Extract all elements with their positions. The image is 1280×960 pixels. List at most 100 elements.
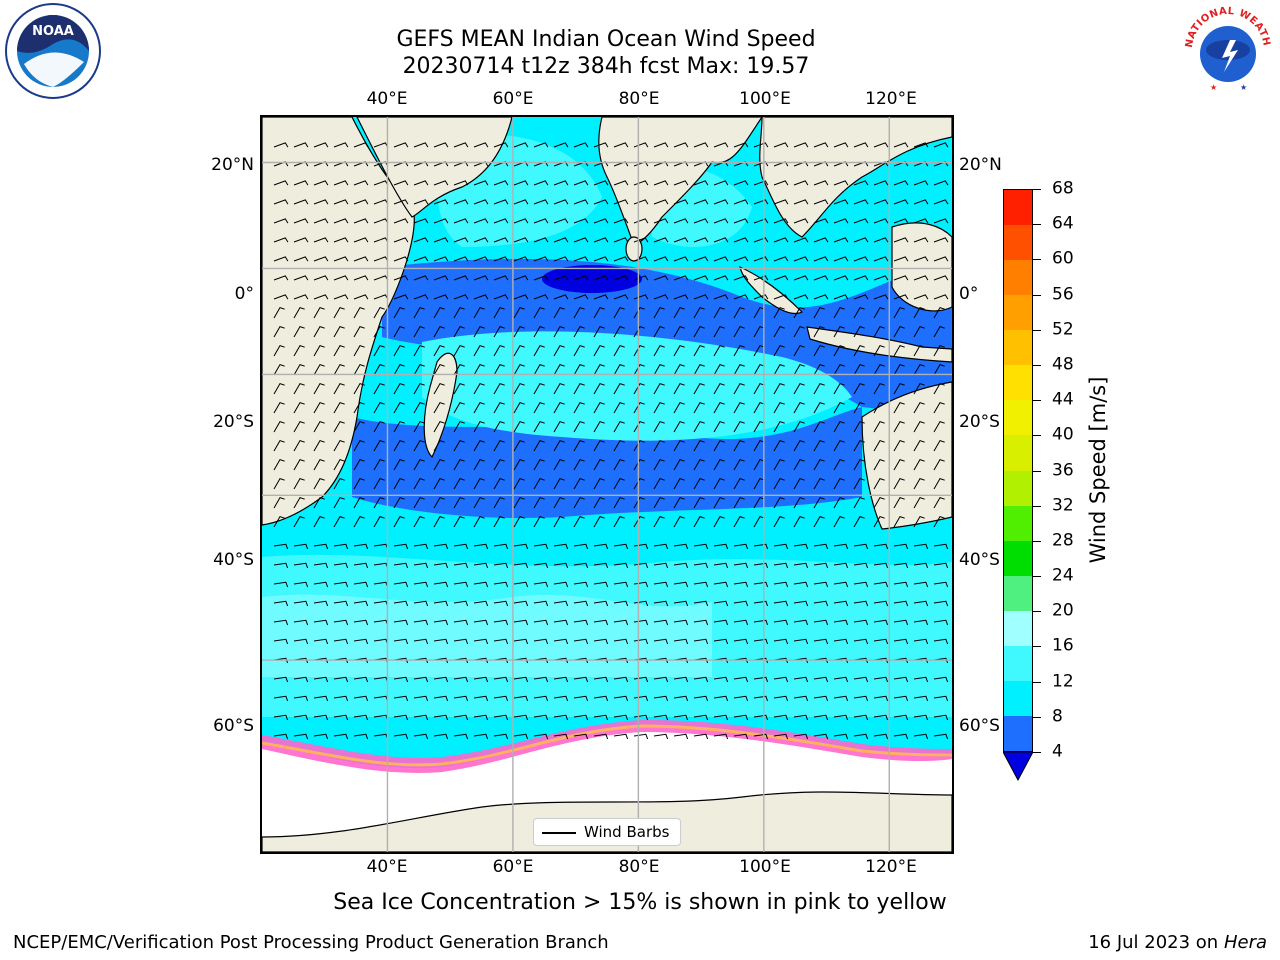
wind-barb xyxy=(873,180,889,186)
wind-barb xyxy=(573,199,589,205)
wind-barb xyxy=(753,543,769,550)
wind-barb xyxy=(653,363,665,376)
wind-barb xyxy=(553,477,565,490)
wind-barb xyxy=(433,306,445,319)
wind-barb xyxy=(413,142,429,148)
wind-barb xyxy=(313,401,325,414)
wind-barb xyxy=(913,458,925,471)
wind-barb xyxy=(753,180,769,186)
colorbar-segment xyxy=(1004,610,1032,646)
wind-barb xyxy=(353,275,369,281)
wind-barb xyxy=(833,695,849,702)
colorbar-segment xyxy=(1004,329,1032,366)
wind-barb xyxy=(353,218,369,224)
wind-barb xyxy=(413,363,425,376)
wind-barb xyxy=(853,439,865,452)
svg-text:★: ★ xyxy=(1240,83,1247,92)
wind-barb xyxy=(873,142,889,148)
wind-barb xyxy=(773,325,785,338)
wind-barb xyxy=(513,600,529,607)
wind-barb xyxy=(593,515,605,528)
wind-barb xyxy=(893,458,905,471)
wind-barb xyxy=(793,401,805,414)
wind-barb xyxy=(713,199,729,205)
wind-barb xyxy=(793,714,809,721)
wind-barb xyxy=(873,344,885,357)
wind-barb xyxy=(573,562,589,569)
wind-barb xyxy=(573,256,589,262)
wind-barb xyxy=(553,420,565,433)
wind-barb xyxy=(373,458,385,471)
wind-barb xyxy=(273,638,289,645)
wind-barb xyxy=(673,695,689,702)
wind-barb xyxy=(733,401,745,414)
wind-barb xyxy=(613,733,629,740)
svg-text:★: ★ xyxy=(1210,83,1217,92)
wind-barb xyxy=(833,458,845,471)
wind-barb xyxy=(553,218,569,224)
wind-barb xyxy=(833,600,849,607)
wind-barb xyxy=(653,695,669,702)
wind-barb xyxy=(333,363,345,376)
wind-barb xyxy=(693,325,705,338)
wind-barb xyxy=(453,733,469,740)
wind-barb xyxy=(513,562,529,569)
wind-barb xyxy=(553,676,569,683)
wind-barb xyxy=(613,256,629,262)
wind-barb xyxy=(573,714,589,721)
wind-barb xyxy=(313,180,329,186)
wind-barb xyxy=(893,401,905,414)
wind-barb xyxy=(713,382,725,395)
wind-barb xyxy=(933,581,949,588)
colorbar-tick-label: 12 xyxy=(1052,671,1074,692)
wind-barb xyxy=(433,477,445,490)
wind-barb xyxy=(813,515,825,528)
wind-barb xyxy=(873,543,889,550)
wind-barb xyxy=(653,218,669,224)
wind-barb xyxy=(873,199,889,205)
wind-barb xyxy=(313,237,329,243)
wind-barb xyxy=(733,543,749,550)
wind-barb xyxy=(633,382,645,395)
wind-barb xyxy=(653,581,669,588)
wind-barb xyxy=(893,733,909,740)
wind-barb xyxy=(333,619,349,626)
wind-barb xyxy=(693,237,709,243)
wind-barb xyxy=(693,562,709,569)
wind-barb xyxy=(913,439,925,452)
wind-barb xyxy=(433,638,449,645)
wind-barb xyxy=(573,325,585,338)
wind-barb xyxy=(853,638,869,645)
wind-barb xyxy=(613,619,629,626)
wind-barb xyxy=(333,458,345,471)
wind-barb xyxy=(753,619,769,626)
wind-barb xyxy=(433,237,449,243)
wind-barb xyxy=(873,581,889,588)
wind-barb xyxy=(433,496,445,509)
wind-barb xyxy=(433,275,449,281)
wind-barb xyxy=(533,638,549,645)
wind-barb xyxy=(433,325,445,338)
wind-barb xyxy=(713,676,729,683)
wind-barb xyxy=(473,180,489,186)
wind-barb xyxy=(633,344,645,357)
wind-barb xyxy=(673,733,689,740)
wind-barb xyxy=(573,515,585,528)
wind-barb xyxy=(313,496,325,509)
wind-band-8-12-trades xyxy=(422,331,852,441)
wind-barb xyxy=(393,275,409,281)
wind-barb xyxy=(793,695,809,702)
wind-barb xyxy=(413,600,429,607)
wind-barb xyxy=(833,543,849,550)
lon-tick-top-120: 120°E xyxy=(865,89,917,109)
wind-barb xyxy=(493,294,509,300)
wind-barb xyxy=(353,676,369,683)
wind-barb xyxy=(533,401,545,414)
wind-barb xyxy=(613,142,629,148)
wind-barb xyxy=(913,619,929,626)
wind-barb xyxy=(313,256,329,262)
wind-barb xyxy=(413,477,425,490)
wind-barb xyxy=(653,180,669,186)
wind-barb xyxy=(593,401,605,414)
wind-barb xyxy=(853,325,865,338)
